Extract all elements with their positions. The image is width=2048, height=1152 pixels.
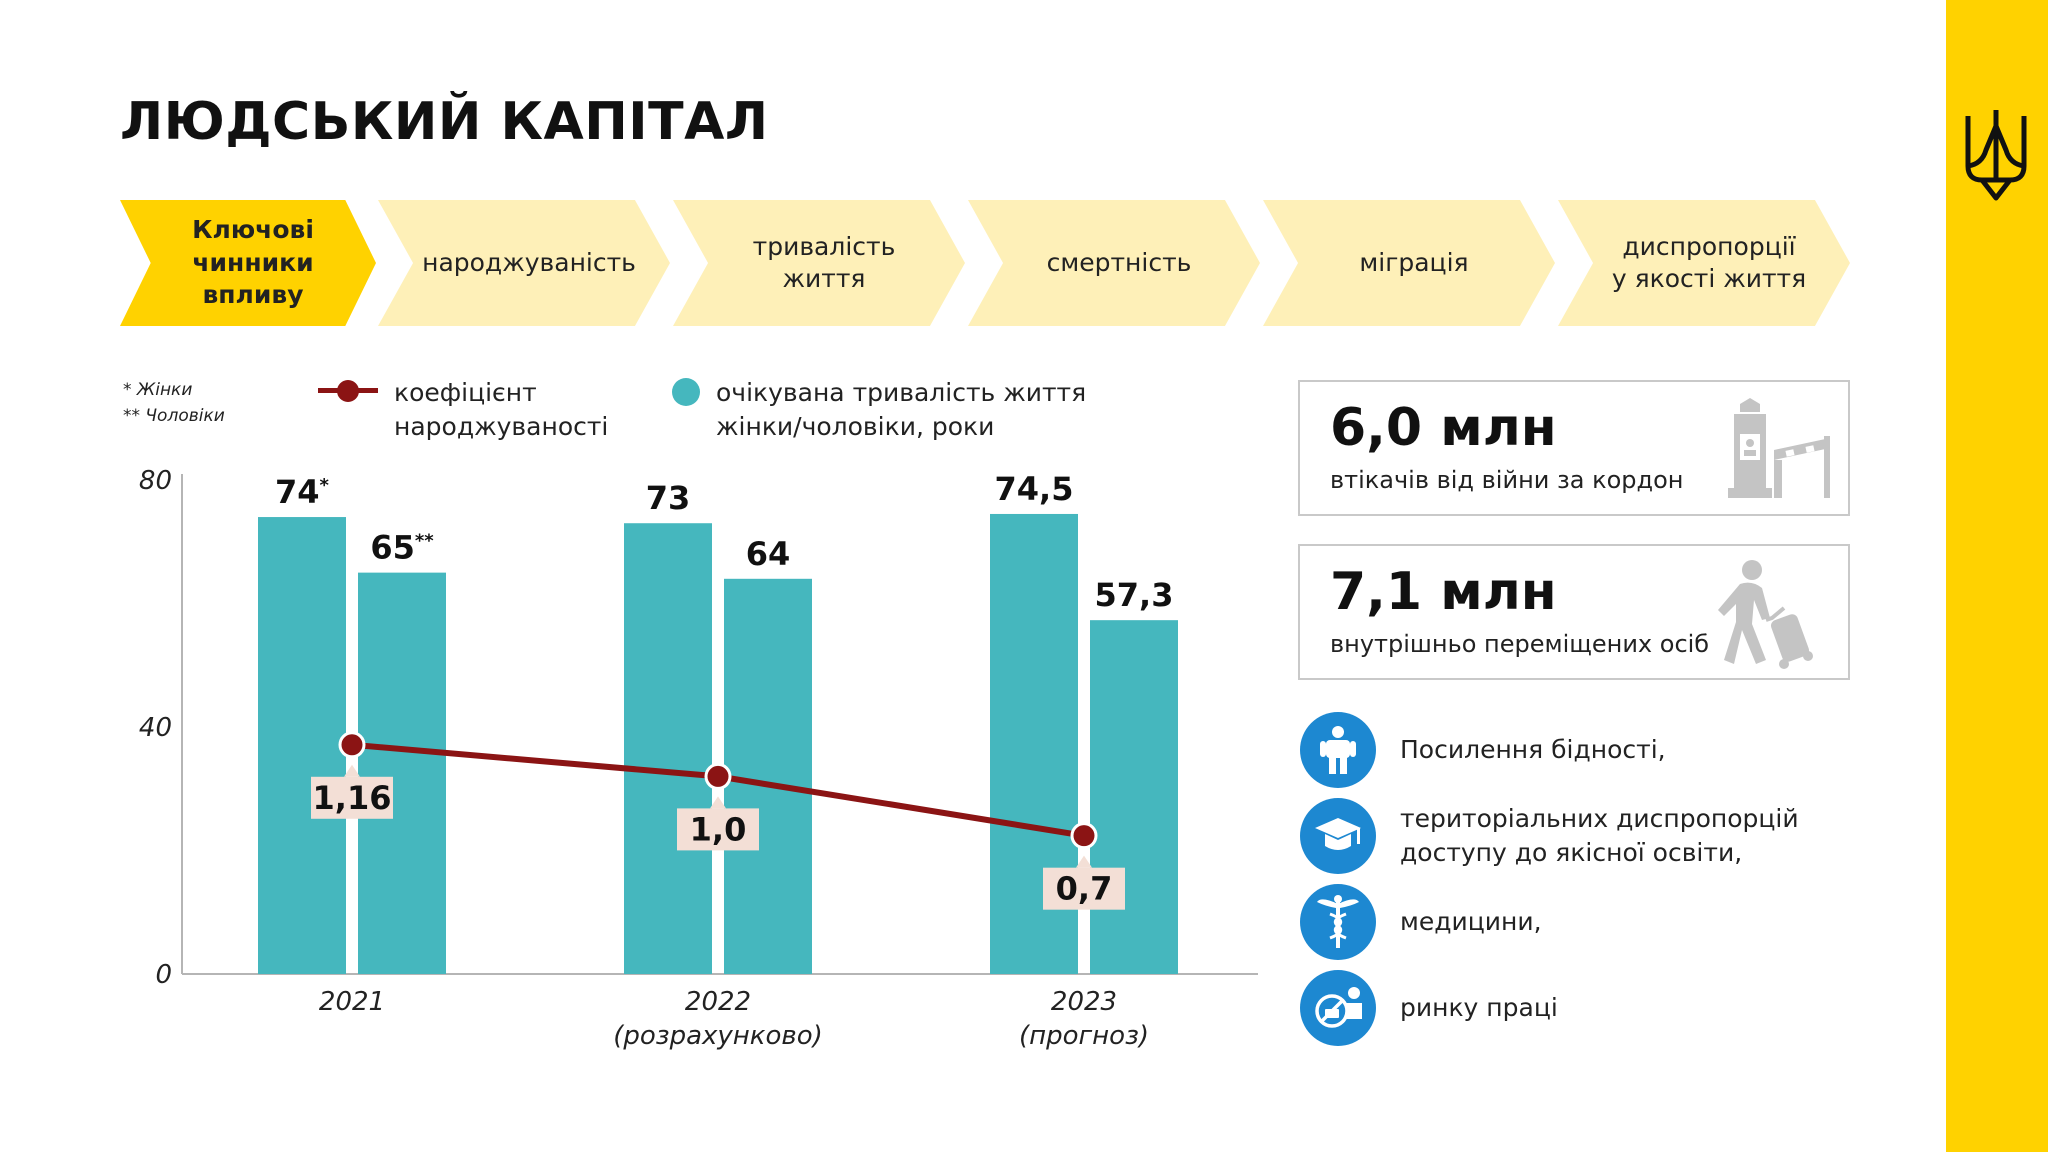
no-work-icon <box>1300 970 1376 1046</box>
birth-rate-point <box>1070 822 1098 850</box>
chevron-migration: міграція <box>1263 200 1555 326</box>
issue-text-medicine: медицини, <box>1400 907 1542 937</box>
bar-value-label: 73 <box>646 479 691 517</box>
chevron-life-expectancy: тривалість життя <box>673 200 965 326</box>
legend-line-label: коефіцієнт народжуваності <box>394 378 609 441</box>
bar <box>358 572 446 974</box>
bar-value-label: 65** <box>370 529 434 567</box>
bar <box>724 578 812 974</box>
page-title: ЛЮДСЬКИЙ КАПІТАЛ <box>120 92 769 152</box>
y-tick-label: 80 <box>139 466 172 496</box>
caduceus-icon <box>1300 884 1376 960</box>
line-value-label: 0,7 <box>1056 870 1113 908</box>
bar-value-label: 57,3 <box>1095 576 1174 614</box>
bar <box>258 517 346 974</box>
refugees-stat-card: 6,0 млн втікачів від війни за кордон <box>1298 380 1850 516</box>
birth-rate-point <box>704 762 732 790</box>
chevron-quality-disparities: диспропорції у якості життя <box>1558 200 1850 326</box>
line-label-box <box>1043 867 1125 910</box>
line-value-label: 1,0 <box>690 810 747 848</box>
bar-value-label: 74,5 <box>995 470 1074 508</box>
y-tick-label: 40 <box>139 713 172 743</box>
issue-text-education: територіальних диспропорцій доступу до я… <box>1400 804 1799 867</box>
note-women: * Жінки <box>123 380 193 400</box>
chevron-mortality: смертність <box>968 200 1260 326</box>
refugees-label: втікачів від війни за кордон <box>1330 466 1684 494</box>
line-value-label: 1,16 <box>313 779 392 817</box>
legend-footnotes: * Жінки ** Чоловіки <box>123 378 225 429</box>
life-expectancy-birth-rate-chart: 0 40 80 74* 65** 2021 73 64 2022 (розрахунково) 74… <box>139 466 1258 1051</box>
x-tick-sublabel: (прогноз) <box>1019 1021 1149 1051</box>
idp-stat-card: 7,1 млн внутрішньо переміщених осіб <box>1298 544 1850 680</box>
idp-label: внутрішньо переміщених осіб <box>1330 630 1710 658</box>
bar <box>1090 620 1178 974</box>
idp-value: 7,1 млн <box>1330 562 1557 622</box>
chevron-key-factors: Ключові чинники впливу <box>120 200 376 326</box>
line-marker-icon <box>318 376 378 404</box>
person-icon <box>1300 712 1376 788</box>
trident-emblem-icon <box>1965 110 2027 201</box>
legend-bar-label: очікувана тривалість життя жінки/чоловік… <box>716 378 1087 441</box>
legend-line-item: коефіцієнт народжуваності <box>318 376 608 444</box>
x-tick-sublabel: (розрахунково) <box>613 1021 823 1051</box>
issue-text-poverty: Посилення бідності, <box>1400 735 1666 765</box>
x-tick-label: 2023 <box>1051 987 1117 1017</box>
factor-chevrons: Ключові чинники впливу народжуваність тр… <box>120 200 1852 326</box>
issue-education: територіальних диспропорцій доступу до я… <box>1300 798 1799 874</box>
note-men: ** Чоловіки <box>123 405 225 426</box>
label-pointer <box>710 796 726 809</box>
bar-value-label: 74* <box>275 473 330 511</box>
bar-marker-icon <box>672 378 700 406</box>
y-tick-label: 0 <box>155 960 172 990</box>
line-label-box <box>677 808 759 851</box>
graduation-cap-icon <box>1300 798 1376 874</box>
issue-text-labor: ринку праці <box>1400 993 1558 1023</box>
line-label-box <box>311 776 393 819</box>
birth-rate-point <box>338 731 366 759</box>
legend-bar-item: очікувана тривалість життя жінки/чоловік… <box>672 376 1086 444</box>
traveler-with-luggage-icon <box>1718 560 1813 669</box>
border-checkpoint-icon <box>1728 398 1830 498</box>
side-accent-bar <box>1946 0 2048 1152</box>
issue-labor-market: ринку праці <box>1300 970 1558 1046</box>
x-tick-label: 2021 <box>319 987 385 1017</box>
bar-value-label: 64 <box>746 535 791 573</box>
chevron-birth-rate: народжуваність <box>378 200 670 326</box>
x-tick-label: 2022 <box>685 987 751 1017</box>
bar <box>624 523 712 974</box>
label-pointer <box>1076 855 1092 868</box>
label-pointer <box>344 764 360 777</box>
issue-medicine: медицини, <box>1300 884 1542 960</box>
issue-poverty: Посилення бідності, <box>1300 712 1666 788</box>
refugees-value: 6,0 млн <box>1330 398 1557 458</box>
